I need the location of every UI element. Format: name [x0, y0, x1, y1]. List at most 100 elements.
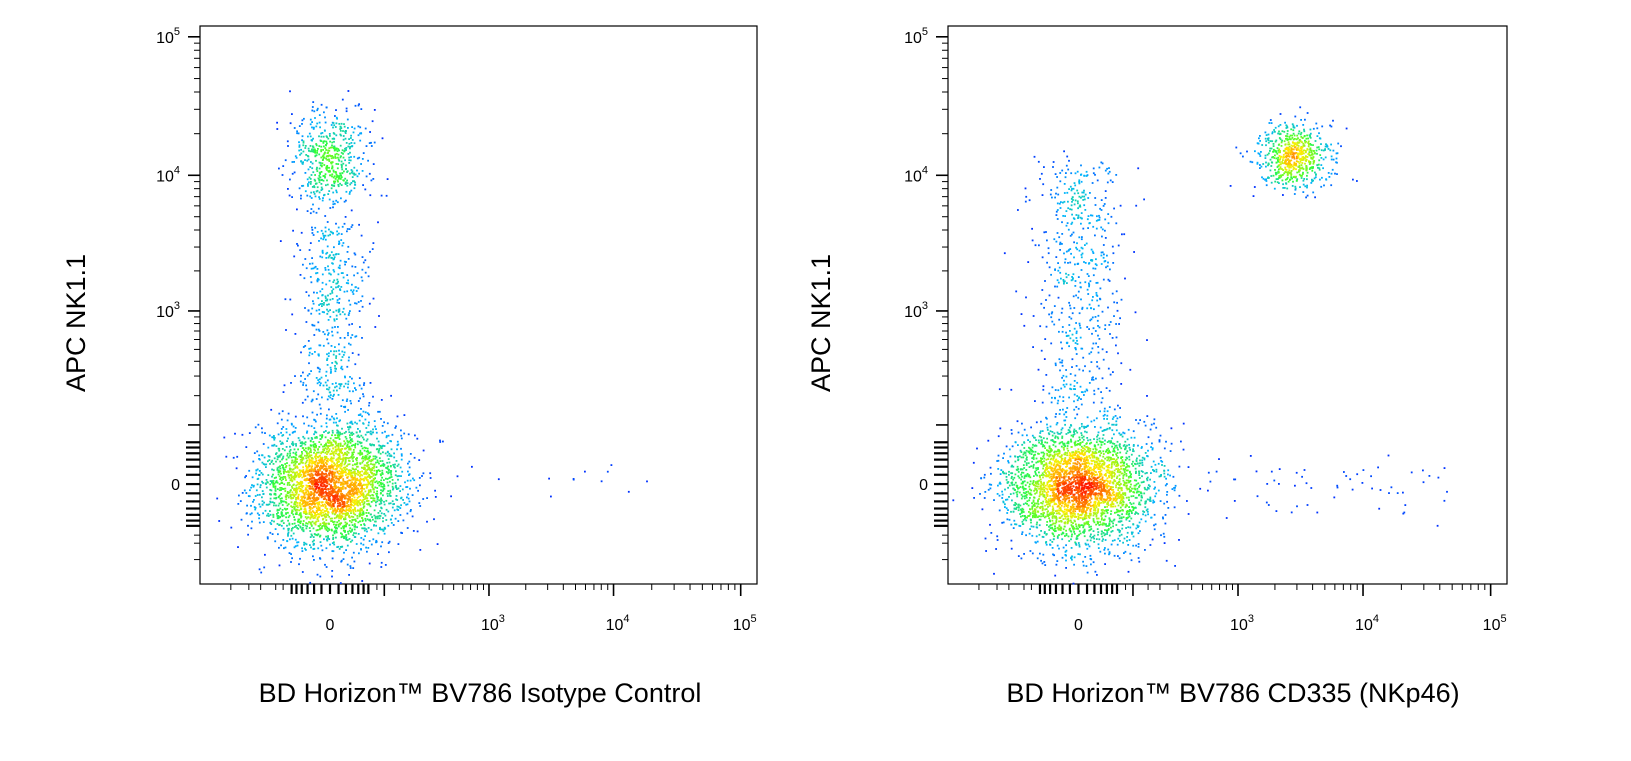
event-dot	[331, 144, 333, 147]
event-dot	[311, 353, 314, 355]
event-dot	[329, 135, 331, 137]
event-dot	[1092, 378, 1095, 381]
event-dot	[324, 488, 326, 490]
event-dot	[359, 442, 362, 445]
event-dot	[331, 480, 333, 482]
event-dot	[332, 232, 334, 234]
event-dot	[367, 481, 370, 484]
event-dot	[256, 468, 259, 471]
event-dot	[412, 477, 414, 480]
event-dot	[997, 459, 1000, 462]
event-dot	[292, 497, 295, 499]
event-dot	[373, 491, 375, 494]
event-dot	[1103, 407, 1106, 410]
event-dot	[1159, 434, 1162, 437]
event-dot	[248, 432, 251, 434]
event-dot	[285, 446, 288, 448]
event-dot	[311, 462, 313, 465]
event-dot	[359, 477, 362, 480]
event-dot	[309, 521, 312, 524]
event-dot	[283, 547, 285, 550]
event-dot	[1068, 324, 1071, 326]
event-dot	[322, 495, 325, 498]
event-dot	[600, 480, 603, 483]
event-dot	[352, 567, 355, 569]
event-dot	[302, 489, 305, 492]
event-dot	[1057, 262, 1059, 264]
event-dot	[1100, 401, 1103, 404]
event-dot	[321, 475, 324, 477]
event-dot	[291, 557, 293, 560]
event-dot	[385, 435, 388, 437]
event-dot	[279, 487, 282, 489]
event-dot	[300, 508, 303, 510]
event-dot	[301, 459, 304, 462]
event-dot	[330, 350, 332, 353]
event-dot	[381, 460, 384, 462]
event-dot	[318, 240, 320, 242]
event-dot	[341, 535, 343, 538]
event-dot	[282, 539, 285, 541]
event-dot	[1387, 454, 1390, 457]
event-dot	[334, 156, 337, 159]
event-dot	[348, 312, 351, 314]
event-dot	[339, 443, 342, 446]
event-dot	[327, 488, 329, 490]
event-dot	[311, 229, 314, 231]
event-dot	[361, 256, 364, 258]
event-dot	[1024, 187, 1027, 190]
event-dot	[301, 162, 304, 164]
event-dot	[1111, 337, 1114, 339]
event-dot	[407, 493, 409, 496]
event-dot	[308, 149, 310, 152]
event-dot	[1149, 544, 1152, 546]
event-dot	[300, 152, 303, 155]
event-dot	[323, 236, 325, 239]
event-dot	[298, 187, 301, 190]
event-dot	[365, 175, 368, 178]
event-dot	[1052, 161, 1055, 163]
x-tick-label: 0	[326, 617, 335, 634]
event-dot	[413, 456, 416, 459]
event-dot	[352, 449, 355, 451]
event-dot	[1278, 483, 1280, 485]
event-dot	[276, 488, 279, 490]
event-dot	[373, 444, 375, 447]
event-dot	[335, 295, 338, 298]
event-dot	[325, 460, 328, 462]
event-dot	[335, 385, 338, 388]
event-dot	[287, 473, 290, 476]
event-dot	[276, 469, 279, 471]
event-dot	[288, 522, 291, 525]
event-dot	[333, 279, 336, 282]
event-dot	[357, 301, 360, 303]
event-dot	[344, 516, 347, 519]
event-dot	[295, 505, 298, 508]
event-dot	[342, 454, 345, 457]
event-dot	[1059, 180, 1062, 183]
event-dot	[257, 423, 260, 426]
event-dot	[324, 116, 326, 119]
event-dot	[351, 457, 354, 460]
event-dot	[291, 172, 294, 175]
event-dot	[341, 472, 344, 474]
event-dot	[337, 326, 339, 328]
event-dot	[348, 515, 350, 518]
event-dot	[355, 520, 357, 522]
event-dot	[310, 139, 313, 142]
event-dot	[1102, 358, 1105, 361]
event-dot	[298, 125, 301, 127]
event-dot	[335, 382, 337, 385]
event-dot	[301, 486, 304, 489]
event-dot	[326, 359, 328, 361]
event-dot	[328, 445, 331, 447]
event-dot	[332, 311, 335, 313]
event-dot	[302, 384, 304, 386]
event-dot	[337, 486, 340, 489]
event-dot	[358, 172, 360, 175]
event-dot	[315, 168, 318, 171]
event-dot	[1099, 298, 1102, 301]
event-dot	[339, 182, 341, 185]
event-dot	[372, 458, 375, 460]
event-dot	[292, 229, 294, 232]
